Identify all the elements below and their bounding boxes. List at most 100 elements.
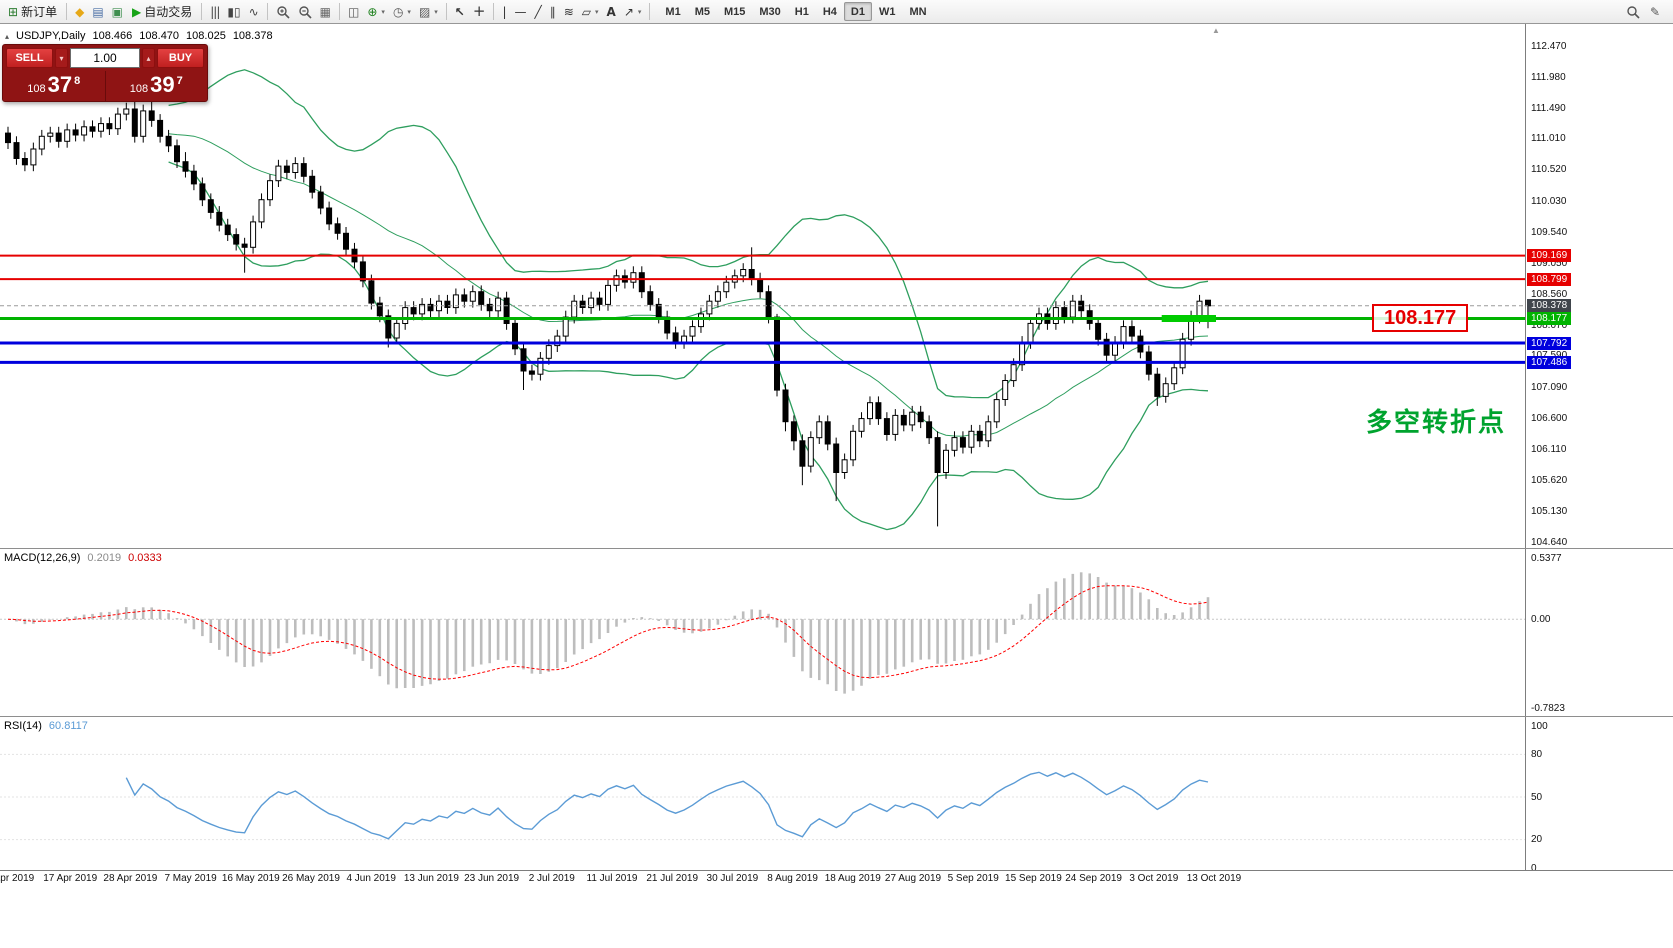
price-axis-tick: 104.640 — [1531, 537, 1568, 549]
date-axis-label: 13 Jun 2019 — [403, 873, 459, 884]
candle-body — [824, 421, 831, 445]
candle-body — [13, 142, 20, 159]
timeframe-m1-button[interactable]: M1 — [665, 5, 681, 18]
turning-point-annotation[interactable]: 多空转折点 — [1366, 407, 1507, 437]
price-line-label: 107.792 — [1527, 336, 1572, 350]
date-axis-label: 15 Sep 2019 — [1005, 873, 1062, 884]
cursor-button[interactable]: ↖ — [451, 2, 469, 21]
templates-icon: ▨ — [418, 4, 431, 19]
timeframe-m5-button[interactable]: M5 — [694, 5, 710, 18]
shapes-button[interactable]: ▱ ▾ — [578, 2, 603, 21]
price-axis-tick: 107.090 — [1531, 382, 1568, 393]
market-watch-icon: ▤ — [92, 4, 104, 19]
tile-windows-button[interactable]: ◫ — [344, 2, 363, 21]
candle-body — [5, 132, 11, 144]
candle-body — [630, 272, 637, 283]
panel-splitter[interactable] — [0, 548, 1673, 549]
candle-body — [528, 370, 535, 375]
timeframe-h1-button[interactable]: H1 — [794, 5, 809, 18]
zoom-out-button[interactable] — [294, 2, 316, 21]
candle-body — [326, 207, 333, 225]
timeframe-d1-button[interactable]: D1 — [843, 2, 872, 21]
candle-body — [681, 335, 688, 343]
candle-body — [309, 175, 316, 193]
auto-trading-label: 自动交易 — [144, 5, 193, 19]
panel-splitter[interactable] — [0, 716, 1673, 717]
horizontal-line-button[interactable]: — — [510, 2, 530, 21]
community-button[interactable]: ◆ — [71, 2, 88, 21]
market-watch-button[interactable]: ▤ — [88, 2, 107, 21]
timeframe-w1-button[interactable]: W1 — [878, 5, 896, 18]
candle-body — [140, 110, 147, 137]
highlight-segment[interactable] — [1161, 315, 1216, 322]
price-callout-label[interactable]: 108.177 — [1372, 304, 1469, 332]
candle-body — [909, 411, 916, 426]
periods-button[interactable]: ◷ ▾ — [389, 2, 415, 21]
timeframe-h4-button[interactable]: H4 — [822, 5, 837, 18]
macd-indicator-chart[interactable] — [0, 549, 1525, 716]
candle-body — [368, 280, 375, 304]
bar-chart-button[interactable]: ||| — [206, 2, 223, 21]
time-scale[interactable]: 8 Apr 2019 17 Apr 2019 28 Apr 2019 7 May 20… — [0, 870, 1673, 886]
macd-axis-tick: -0.7823 — [1531, 702, 1565, 714]
templates-button[interactable]: ▨ ▾ — [415, 2, 442, 21]
auto-trading-button[interactable]: ▶ 自动交易 — [127, 2, 197, 21]
vertical-line-button[interactable]: | — [498, 2, 510, 21]
sell-button[interactable]: SELL — [6, 48, 53, 68]
date-axis-label: 5 Sep 2019 — [947, 873, 999, 884]
fibonacci-button[interactable]: ≋ — [560, 2, 578, 21]
timeframe-m30-button[interactable]: M30 — [759, 5, 781, 18]
bid-big-digits: 37 — [47, 72, 73, 97]
candle-body — [883, 418, 890, 436]
date-axis-label: 3 Oct 2019 — [1129, 873, 1179, 884]
bollinger-upper-band — [168, 69, 1209, 399]
candlestick-chart-button[interactable]: ▮▯ — [223, 2, 244, 21]
ohlc-high-value: 108.470 — [139, 30, 180, 42]
horizontal-line-icon: — — [514, 4, 527, 19]
new-order-button[interactable]: ⊞ 新订单 — [3, 2, 62, 21]
price-scale[interactable]: 112.470 111.980 111.490 111.010 110.520 110.0… — [1525, 24, 1673, 874]
toolbar-separator — [649, 3, 651, 20]
timeframe-m15-button[interactable]: M15 — [723, 5, 746, 18]
arrows-tool-button[interactable]: ↗ ▾ — [620, 2, 646, 21]
price-axis-tick: 108.560 — [1531, 288, 1568, 300]
channel-icon: ∥ — [549, 4, 556, 19]
candle-body — [714, 291, 721, 302]
main-price-chart[interactable] — [0, 24, 1525, 548]
candle-body — [393, 322, 400, 339]
chart-shift-marker-icon[interactable]: ▲ — [1212, 26, 1220, 35]
trendline-icon: ╱ — [534, 4, 542, 19]
trendline-button[interactable]: ╱ — [530, 2, 545, 21]
candle-body — [72, 129, 79, 136]
candle-body — [1103, 338, 1110, 356]
crosshair-button[interactable]: + — [469, 2, 490, 21]
date-axis-label: 11 Jul 2019 — [586, 873, 638, 884]
candle-body — [588, 297, 595, 309]
rsi-axis-tick: 20 — [1531, 834, 1543, 846]
edit-button[interactable]: ✎ — [1646, 2, 1664, 21]
volume-increase-button[interactable]: ▴ — [142, 48, 155, 68]
text-tool-button[interactable]: A — [603, 2, 620, 21]
ask-big-digits: 39 — [150, 72, 175, 97]
line-chart-button[interactable]: ∿ — [245, 2, 263, 21]
price-axis-tick: 111.010 — [1531, 133, 1566, 145]
rsi-indicator-chart[interactable] — [0, 717, 1525, 870]
channel-button[interactable]: ∥ — [546, 2, 560, 21]
candle-body — [723, 281, 730, 293]
timeframe-mn-button[interactable]: MN — [909, 5, 927, 18]
grid-button[interactable]: ▦ — [316, 2, 335, 21]
candle-body — [968, 430, 975, 448]
volume-input[interactable] — [70, 48, 140, 68]
buy-button[interactable]: BUY — [157, 48, 204, 68]
candle-body — [258, 199, 265, 223]
indicators-button[interactable]: ⊕ ▾ — [363, 2, 389, 21]
search-button[interactable] — [1622, 2, 1644, 21]
candle-body — [30, 148, 37, 166]
candle-body — [571, 300, 578, 318]
navigator-button[interactable]: ▣ — [108, 2, 127, 21]
candle-body — [461, 294, 468, 302]
candle-body — [478, 291, 485, 305]
volume-decrease-button[interactable]: ▾ — [55, 48, 68, 68]
zoom-in-button[interactable] — [272, 2, 294, 21]
